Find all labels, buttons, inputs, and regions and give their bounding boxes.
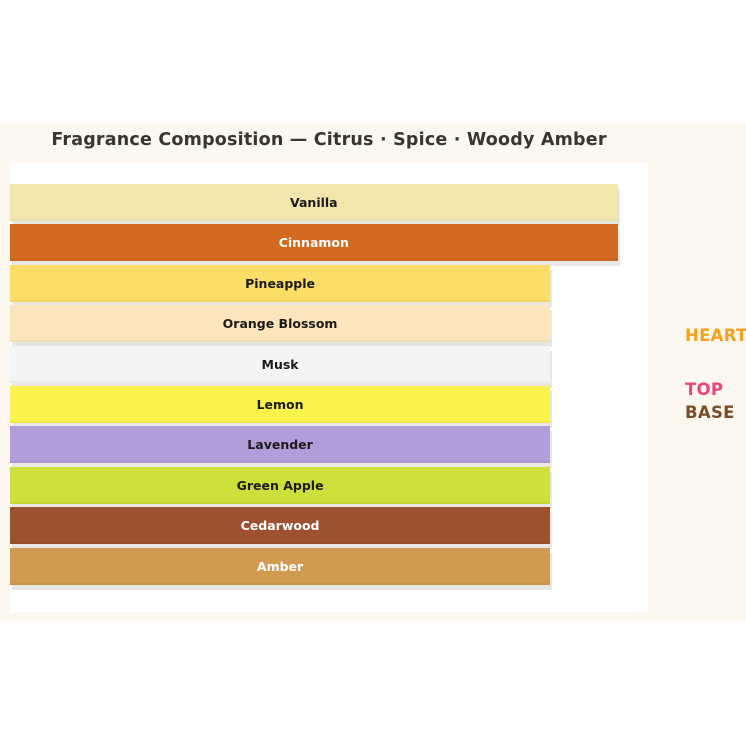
bar-row: Pineapple [10,264,648,302]
bar-green-apple: Green Apple [10,466,551,504]
bar-row: Vanilla [10,184,648,221]
plot-area: Vanilla Cinnamon Pineapple Orange Blossom Mu… [10,163,648,612]
bar-row: Lemon [10,385,648,423]
bar-row: Amber [10,547,648,585]
bar-label: Musk [261,356,299,372]
bar-label: Pineapple [245,275,316,291]
bar-label: Vanilla [290,195,338,210]
bar-cinnamon: Cinnamon [10,224,618,262]
bar-label: Amber [256,558,304,574]
bar-lemon: Lemon [10,385,551,423]
bar-label: Lemon [256,396,304,412]
annotation-base-label: BASE [685,403,735,422]
bar-label: Lavender [247,437,313,453]
bar-cedarwood: Cedarwood [10,507,551,545]
bar-row: Orange Blossom [10,305,648,343]
bar-row: Green Apple [10,466,648,504]
figure-canvas: Fragrance Composition — Citrus · Spice ·… [0,122,746,622]
bar-orange-blossom: Orange Blossom [10,305,551,343]
bar-lavender: Lavender [10,426,551,464]
bar-row: Cinnamon [10,224,648,262]
bar-label: Cinnamon [278,235,349,251]
bar-musk: Musk [10,345,551,383]
annotation-heart-label: HEART [685,326,746,345]
bar-vanilla: Vanilla [10,184,618,221]
bar-label: Orange Blossom [222,316,338,332]
bar-pineapple: Pineapple [10,264,551,302]
bar-label: Cedarwood [240,518,320,534]
bar-row: Lavender [10,426,648,464]
annotation-top-label: TOP [685,380,724,399]
chart-title: Fragrance Composition — Citrus · Spice ·… [51,130,607,150]
bar-label: Green Apple [236,477,324,493]
bar-row: Cedarwood [10,507,648,545]
bar-row: Musk [10,345,648,383]
bar-amber: Amber [10,547,551,585]
bars-container: Vanilla Cinnamon Pineapple Orange Blossom Mu… [10,184,648,585]
